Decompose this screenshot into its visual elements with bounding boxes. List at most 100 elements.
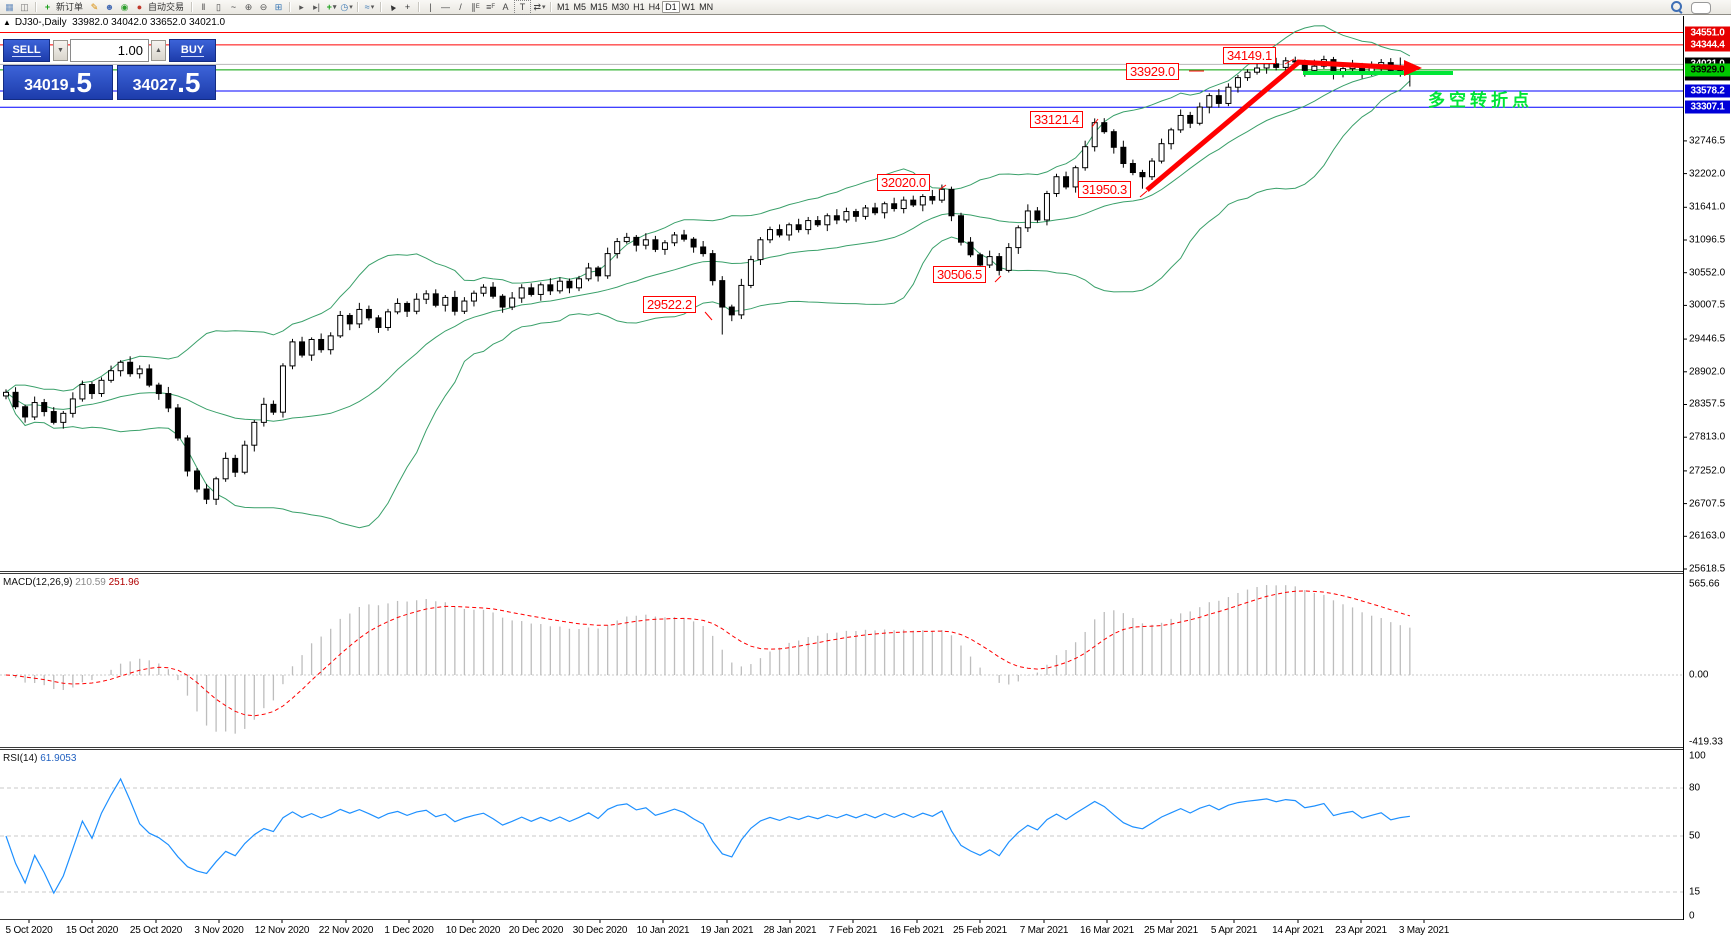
- equidistant-channel-icon[interactable]: ∥ E: [471, 1, 480, 12]
- timeframe-w1-button[interactable]: W1: [681, 2, 696, 12]
- x-axis-label: 16 Feb 2021: [890, 925, 944, 936]
- volume-decrease-button[interactable]: ▼: [53, 40, 68, 61]
- candle-body: [661, 242, 668, 250]
- x-axis-label: 12 Nov 2020: [254, 925, 310, 936]
- new-order-label[interactable]: 新订单: [56, 1, 84, 12]
- buy-price-button[interactable]: 34027 .5: [117, 65, 216, 100]
- timeframe-buttons: M1 M5 M15 M30 H1 H4 D1 W1 MN: [555, 1, 715, 13]
- candle-body: [595, 267, 602, 277]
- candle-body: [1110, 131, 1117, 148]
- candle-body: [719, 280, 726, 308]
- toolbar-separator: [380, 1, 383, 12]
- pivot-note-text[interactable]: 多空转折点: [1428, 91, 1533, 110]
- x-axis-label: 30 Dec 2020: [572, 925, 628, 936]
- price-label-box[interactable]: 33929.0: [1126, 63, 1179, 80]
- timeframe-mn-button[interactable]: MN: [699, 2, 714, 12]
- candle-body: [805, 220, 812, 231]
- timeframe-h4-button[interactable]: H4: [648, 2, 661, 12]
- horizontal-line-icon[interactable]: —: [441, 1, 451, 12]
- vertical-line-icon[interactable]: |: [429, 1, 432, 12]
- price-label-box[interactable]: 32020.0: [877, 174, 930, 191]
- zoom-in-icon[interactable]: ⊕: [244, 1, 253, 12]
- period-clock-icon[interactable]: ◷ ▾: [340, 1, 353, 12]
- buy-button[interactable]: BUY: [169, 39, 216, 62]
- candle-body: [1005, 247, 1012, 271]
- zoom-preview-icon[interactable]: ◫: [20, 1, 29, 12]
- price-label-tail: [1091, 118, 1099, 128]
- macd-scale-label: 0.00: [1689, 669, 1709, 681]
- volume-increase-button[interactable]: ▲: [151, 40, 166, 61]
- trend-arrow-up[interactable]: [1145, 60, 1301, 192]
- text-label-icon[interactable]: T: [514, 0, 532, 15]
- candlestick-chart-icon[interactable]: ▯: [216, 1, 221, 12]
- candle-body: [576, 278, 582, 289]
- cursor-icon[interactable]: ▲: [385, 0, 399, 14]
- candle-body: [843, 211, 850, 221]
- y-axis-label: 32202.0: [1689, 168, 1726, 180]
- price-label-box[interactable]: 30506.5: [933, 266, 986, 283]
- text-icon[interactable]: A: [502, 1, 509, 12]
- toolbar-separator: [357, 1, 360, 12]
- crosshair-icon[interactable]: +: [404, 1, 411, 12]
- sell-button[interactable]: SELL: [3, 39, 50, 62]
- candle-body: [833, 215, 840, 221]
- sell-price-button[interactable]: 34019 .5: [3, 65, 113, 100]
- candle-body: [136, 368, 143, 375]
- crayon-icon[interactable]: ✎: [90, 1, 99, 12]
- candle-body: [50, 411, 57, 423]
- trendline-icon[interactable]: /: [459, 1, 462, 12]
- tile-windows-icon[interactable]: ⊞: [274, 1, 283, 12]
- candle-body: [767, 229, 773, 241]
- timeframe-m1-button[interactable]: M1: [557, 2, 570, 12]
- candle-body: [451, 296, 458, 312]
- price-label-box[interactable]: 29522.2: [643, 296, 696, 313]
- search-icon[interactable]: [1671, 1, 1683, 14]
- candle-body: [642, 239, 649, 246]
- timeframe-d1-button[interactable]: D1: [662, 1, 680, 13]
- price-label-box[interactable]: 34149.1: [1223, 47, 1276, 64]
- chart-shift-icon[interactable]: ▸|: [313, 1, 320, 12]
- signal-icon[interactable]: ◉: [120, 1, 129, 12]
- toolbar-separator: [550, 1, 553, 12]
- rsi-scale-label: 80: [1689, 782, 1701, 794]
- candle-body: [222, 457, 229, 480]
- autotrade-label[interactable]: 自动交易: [148, 1, 185, 12]
- fibonacci-icon[interactable]: ≡ F: [486, 1, 495, 12]
- add-chart-icon[interactable]: + ▾: [326, 1, 337, 12]
- candle-body: [3, 391, 9, 397]
- price-label-box[interactable]: 33121.4: [1030, 111, 1083, 128]
- chart-window-icon[interactable]: ▦: [5, 1, 14, 12]
- notification-icon[interactable]: 1: [1691, 1, 1717, 14]
- collapse-triangle-icon[interactable]: ▲: [3, 18, 11, 27]
- zoom-out-icon[interactable]: ⊖: [259, 1, 268, 12]
- bar-chart-icon[interactable]: ‖: [201, 1, 206, 12]
- indicators-icon[interactable]: ≈ ▾: [364, 1, 375, 12]
- line-chart-icon[interactable]: ~: [230, 1, 237, 12]
- candle-body: [795, 224, 802, 231]
- timeframe-m30-button[interactable]: M30: [611, 2, 630, 12]
- auto-scroll-icon[interactable]: ▸: [299, 1, 304, 12]
- candle-body: [852, 211, 859, 217]
- arrows-icon[interactable]: ⇄ ▾: [533, 1, 546, 12]
- candle-body: [1244, 71, 1251, 79]
- x-axis-label: 19 Jan 2021: [700, 925, 754, 936]
- new-order-icon[interactable]: +: [44, 1, 51, 12]
- volume-input[interactable]: [70, 39, 149, 62]
- ohlc-values: 33982.0 34042.0 33652.0 34021.0: [72, 17, 226, 28]
- trend-arrow-flat[interactable]: [1296, 59, 1407, 71]
- timeframe-h1-button[interactable]: H1: [633, 2, 645, 12]
- timeframe-m5-button[interactable]: M5: [573, 2, 587, 12]
- autotrade-globe-icon[interactable]: ●: [136, 1, 143, 12]
- candle-body: [633, 236, 640, 246]
- candle-body: [1072, 167, 1079, 188]
- candle-body: [346, 314, 353, 325]
- price-scale-badge: 33929.0: [1685, 63, 1730, 77]
- candle-body: [22, 406, 29, 418]
- candle-body: [117, 361, 124, 372]
- timeframe-m15-button[interactable]: M15: [590, 2, 608, 12]
- price-label-box[interactable]: 31950.3: [1078, 181, 1131, 198]
- candle-body: [1168, 129, 1175, 145]
- profile-icon[interactable]: ☻: [104, 1, 115, 12]
